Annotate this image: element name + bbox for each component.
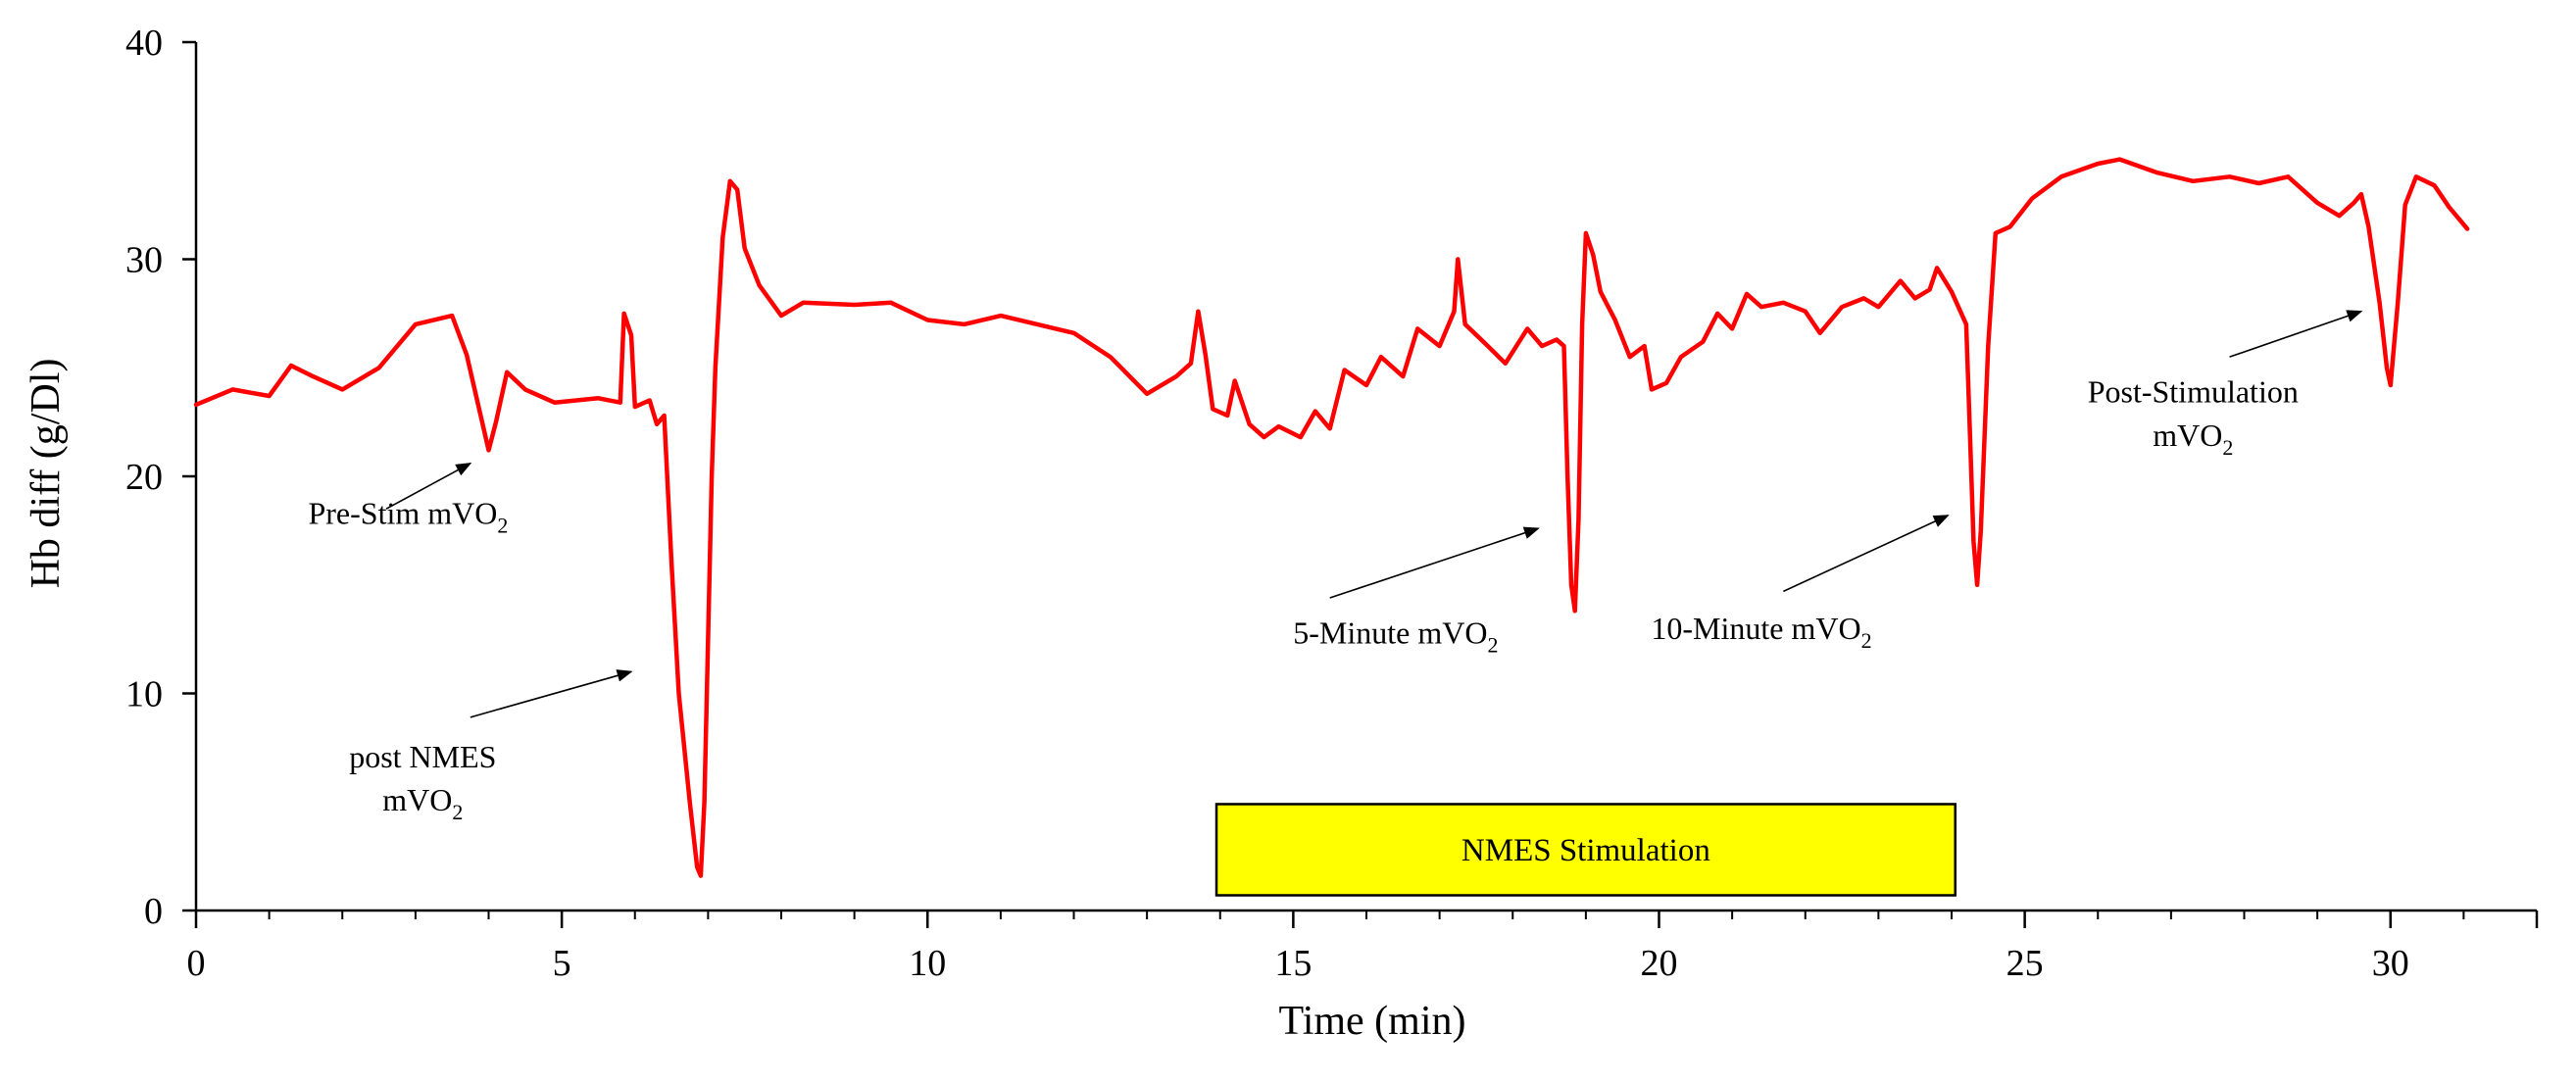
annotation-main-text: 10-Minute mVO [1651, 611, 1860, 646]
annotation-main-text: post NMES [349, 739, 496, 774]
x-tick-label: 20 [1641, 943, 1678, 984]
annotation-text: mVO2 [382, 782, 463, 824]
series-layer [193, 157, 2470, 878]
stimulation-box-layer: NMES Stimulation [1214, 803, 1957, 897]
x-tick-label: 10 [909, 943, 946, 984]
x-tick-label: 5 [553, 943, 571, 984]
annotation-subscript: 2 [2222, 435, 2233, 460]
annotation-main-text: Post-Stimulation [2088, 374, 2299, 410]
y-tick-label: 10 [125, 674, 163, 715]
annotation-subscript: 2 [1487, 633, 1498, 658]
x-axis-title: Time (min) [1279, 999, 1466, 1044]
annotation-subscript: 2 [452, 800, 463, 824]
y-tick-label: 0 [144, 891, 163, 932]
annotation-subscript: 2 [1861, 628, 1872, 653]
annotation-text: 5-Minute mVO2 [1293, 615, 1498, 658]
annotation-arrow [470, 669, 633, 718]
annotation-subscript: 2 [497, 514, 508, 538]
annotation-text: 10-Minute mVO2 [1651, 611, 1871, 653]
annotation-pre-stim: Pre-Stim mVO2 [308, 462, 508, 538]
axes-layer: 0 5 10 15 20 25 30 0 10 20 30 40 [125, 23, 2539, 984]
annotation-main-text: 5-Minute mVO [1293, 615, 1487, 651]
annotation-ten-min: 10-Minute mVO2 [1651, 515, 1950, 653]
x-tick-label: 15 [1274, 943, 1312, 984]
annotation-text: Post-Stimulation [2088, 374, 2299, 410]
y-axis-title: Hb diff (g/Dl) [24, 359, 69, 589]
x-tick-label: 25 [2006, 943, 2044, 984]
annotation-main-text: mVO [382, 782, 452, 817]
annotation-post-nmes: post NMES mVO2 [349, 669, 633, 824]
nmes-stimulation-box [1214, 803, 1957, 897]
x-tick-label: 0 [187, 943, 206, 984]
annotation-post-stim: Post-Stimulation mVO2 [2088, 310, 2363, 460]
hb-diff-series-line [193, 157, 2470, 878]
y-tick-label: 20 [125, 457, 163, 498]
annotation-arrow [2229, 310, 2363, 358]
annotation-text: post NMES [349, 739, 496, 774]
annotation-arrow [1783, 515, 1950, 593]
nmes-stimulation-label: NMES Stimulation [1461, 833, 1710, 868]
annotation-text: Pre-Stim mVO2 [308, 496, 508, 538]
annotation-arrow [1329, 526, 1540, 599]
y-tick-label: 30 [125, 240, 163, 281]
annotation-main-text: Pre-Stim mVO [308, 496, 497, 531]
annotation-arrow [385, 462, 472, 510]
annotation-main-text: mVO [2153, 418, 2222, 453]
annotation-text: mVO2 [2153, 418, 2233, 460]
x-tick-label: 30 [2372, 943, 2409, 984]
y-tick-label: 40 [125, 23, 163, 64]
annotation-five-min: 5-Minute mVO2 [1293, 526, 1540, 658]
